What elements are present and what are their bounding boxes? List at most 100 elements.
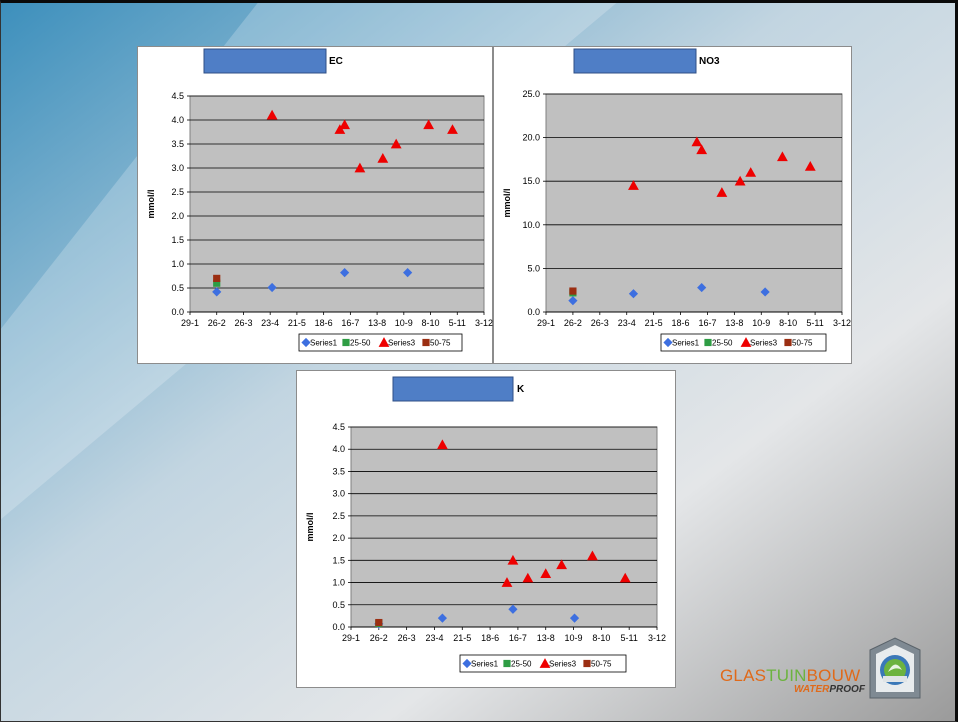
y-tick-label: 5.0 bbox=[527, 263, 540, 273]
data-point bbox=[619, 572, 631, 583]
x-tick-label: 8-10 bbox=[779, 318, 797, 328]
x-tick-label: 18-6 bbox=[315, 318, 333, 328]
y-tick-label: 4.0 bbox=[171, 115, 184, 125]
data-point bbox=[716, 187, 728, 197]
legend-label: Series1 bbox=[310, 339, 338, 348]
x-tick-label: 18-6 bbox=[481, 633, 499, 643]
y-axis-label: mmol/l bbox=[146, 189, 156, 218]
x-tick-label: 16-7 bbox=[509, 633, 527, 643]
logo-part1: GLAS bbox=[720, 666, 767, 685]
glastuinbouw-waterproof-logo: GLASTUINBOUW WATERPROOF bbox=[716, 632, 928, 702]
data-point bbox=[628, 180, 639, 190]
series-50-75 bbox=[375, 618, 383, 627]
x-tick-label: 23-4 bbox=[618, 318, 636, 328]
x-tick-label: 21-5 bbox=[453, 633, 471, 643]
data-point bbox=[213, 274, 221, 282]
x-tick-label: 26-3 bbox=[591, 318, 609, 328]
legend-marker bbox=[784, 338, 792, 347]
series-50-75 bbox=[569, 287, 577, 295]
y-axis-label: mmol/l bbox=[502, 188, 512, 217]
logo-part2: TUIN bbox=[766, 666, 807, 685]
logo-part3: BOUW bbox=[806, 666, 861, 685]
y-tick-label: 20.0 bbox=[522, 133, 540, 143]
legend-label: Series3 bbox=[388, 339, 416, 348]
chart-title: K bbox=[517, 384, 525, 395]
data-point bbox=[540, 568, 552, 578]
y-tick-label: 25.0 bbox=[522, 89, 540, 99]
data-point bbox=[587, 550, 598, 561]
no3-chart: NO3 0.0 5.0 10.0 15.0 20.0 25.0 29-1 26-2 26-3 23-… bbox=[502, 48, 851, 352]
data-point bbox=[423, 119, 435, 130]
logo-subtitle: WATERPROOF bbox=[794, 684, 865, 695]
data-point bbox=[390, 138, 402, 149]
x-tick-label: 10-9 bbox=[752, 318, 770, 328]
data-point bbox=[569, 613, 580, 623]
data-point bbox=[696, 144, 708, 155]
legend-marker bbox=[663, 337, 673, 348]
data-point bbox=[375, 618, 383, 627]
data-point bbox=[354, 162, 366, 173]
data-point bbox=[447, 124, 458, 134]
logo-emblem-icon bbox=[869, 637, 921, 699]
x-tick-label: 3-12 bbox=[475, 318, 493, 328]
data-point bbox=[691, 136, 703, 147]
ec-chart-panel: EC 0.0 0.5 1.0 1.5 2.0 2.5 3.0 3.5 4.0 4.5 29-1 26-2… bbox=[137, 46, 493, 364]
x-tick-label: 8-10 bbox=[592, 633, 610, 643]
legend-marker bbox=[704, 338, 712, 347]
legend-marker bbox=[462, 658, 472, 669]
data-point bbox=[213, 279, 221, 287]
k-chart: K 0.0 0.5 1.0 1.5 2.0 2.5 3.0 3.5 4.0 4.5 29-1 26-2 2… bbox=[305, 376, 666, 673]
series-series3 bbox=[266, 109, 458, 173]
y-tick-label: 15.0 bbox=[522, 176, 540, 186]
y-tick-label: 1.0 bbox=[171, 259, 184, 269]
x-tick-label: 5-11 bbox=[449, 318, 466, 328]
legend-label: Series3 bbox=[549, 660, 577, 669]
legend-label: 50-75 bbox=[591, 660, 612, 669]
y-tick-label: 3.0 bbox=[332, 489, 345, 499]
plot-area bbox=[189, 95, 485, 313]
legend-marker bbox=[378, 337, 390, 347]
y-tick-label: 0.5 bbox=[332, 600, 345, 610]
y-tick-label: 2.0 bbox=[332, 533, 345, 543]
y-tick-label: 2.0 bbox=[171, 211, 184, 221]
x-tick-label: 26-2 bbox=[370, 633, 388, 643]
x-tick-label: 8-10 bbox=[422, 318, 440, 328]
logo-part4: WATER bbox=[794, 684, 830, 695]
y-tick-label: 3.0 bbox=[171, 163, 184, 173]
series-50-75 bbox=[213, 274, 221, 282]
legend-label: Series1 bbox=[471, 660, 499, 669]
chart-title-box bbox=[573, 48, 697, 74]
data-point bbox=[568, 296, 578, 306]
legend-marker bbox=[583, 659, 591, 668]
x-tick-label: 23-4 bbox=[261, 318, 279, 328]
data-point bbox=[522, 572, 534, 583]
y-tick-label: 4.0 bbox=[332, 444, 345, 454]
legend-label: 50-75 bbox=[792, 339, 813, 348]
y-tick-label: 0.0 bbox=[527, 307, 540, 317]
legend-marker bbox=[740, 337, 752, 347]
data-point bbox=[339, 119, 351, 130]
y-tick-label: 0.0 bbox=[332, 622, 345, 632]
data-point bbox=[507, 554, 519, 565]
x-tick-label: 26-3 bbox=[234, 318, 252, 328]
legend-label: Series1 bbox=[672, 339, 700, 348]
chart-title: NO3 bbox=[699, 56, 720, 67]
x-tick-label: 29-1 bbox=[342, 633, 360, 643]
legend-box bbox=[298, 333, 463, 352]
plot-area bbox=[350, 426, 658, 628]
y-tick-label: 4.5 bbox=[332, 422, 345, 432]
x-tick-label: 29-1 bbox=[537, 318, 555, 328]
x-tick-label: 21-5 bbox=[645, 318, 663, 328]
ec-chart: EC 0.0 0.5 1.0 1.5 2.0 2.5 3.0 3.5 4.0 4.5 29-1 26-2… bbox=[146, 48, 493, 352]
series-series3 bbox=[628, 136, 816, 197]
data-point bbox=[437, 439, 448, 450]
y-tick-label: 10.0 bbox=[522, 220, 540, 230]
x-tick-label: 16-7 bbox=[341, 318, 359, 328]
y-tick-label: 3.5 bbox=[332, 466, 345, 476]
plot-area bbox=[545, 93, 843, 313]
y-axis-label: mmol/l bbox=[305, 512, 315, 541]
legend-marker bbox=[503, 659, 511, 668]
data-point bbox=[501, 577, 513, 587]
no3-chart-panel: NO3 0.0 5.0 10.0 15.0 20.0 25.0 29-1 26-2 26-3 23-… bbox=[493, 46, 852, 364]
y-tick-label: 2.5 bbox=[332, 511, 345, 521]
